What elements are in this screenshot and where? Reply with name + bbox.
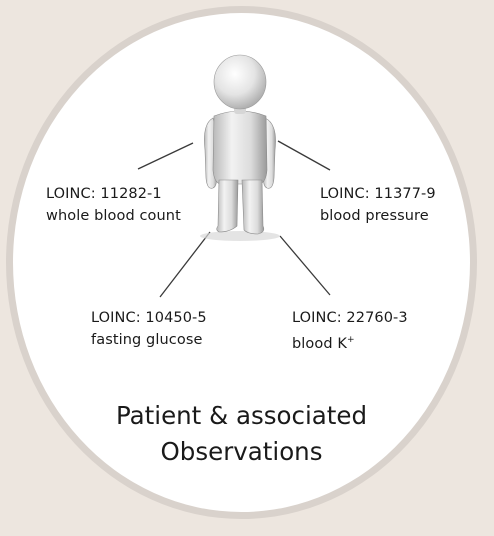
observation-description: fasting glucose (91, 332, 203, 348)
observation-blood-pressure: LOINC: 11377-9 blood pressure (320, 183, 436, 227)
person-figure-icon (200, 54, 280, 241)
observation-description: blood K+ (292, 335, 355, 352)
title-line-1: Patient & associated (115, 401, 368, 430)
title-line-2: Observations (160, 437, 323, 466)
observation-fasting-glucose: LOINC: 10450-5 fasting glucose (91, 307, 207, 351)
loinc-code: LOINC: 11282-1 (46, 186, 162, 202)
observation-blood-k: LOINC: 22760-3 blood K+ (292, 307, 408, 355)
superscript-plus: + (347, 335, 355, 345)
loinc-code: LOINC: 22760-3 (292, 310, 408, 326)
observation-blood-count: LOINC: 11282-1 whole blood count (46, 183, 181, 227)
connector-line-fasting-glucose (159, 231, 211, 298)
observation-description: whole blood count (46, 208, 181, 224)
observation-description: blood pressure (320, 208, 429, 224)
connector-line-blood-k (279, 235, 331, 296)
connector-line-blood-count (137, 142, 194, 170)
loinc-code: LOINC: 10450-5 (91, 310, 207, 326)
connector-line-blood-pressure (277, 140, 331, 171)
diagram-title: Patient & associated Observations (0, 398, 483, 470)
loinc-code: LOINC: 11377-9 (320, 186, 436, 202)
